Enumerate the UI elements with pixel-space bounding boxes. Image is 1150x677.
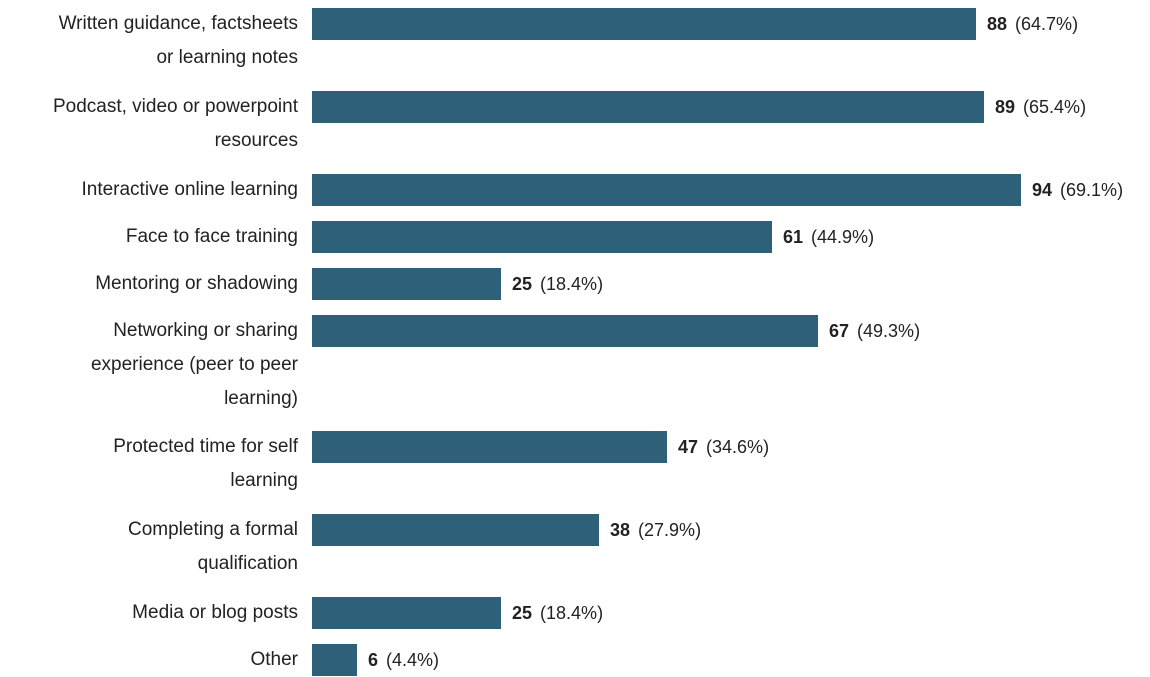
- value-percent: (49.3%): [857, 321, 921, 341]
- category-label: Mentoring or shadowing: [95, 273, 298, 294]
- category-label: qualification: [197, 553, 298, 574]
- bar: [312, 268, 501, 300]
- value-count: 6: [368, 650, 379, 670]
- category-label: or learning notes: [156, 47, 298, 68]
- category-label: Completing a formal: [127, 519, 298, 540]
- value-percent: (44.9%): [811, 227, 875, 247]
- bar: [312, 431, 667, 463]
- value-percent: (64.7%): [1015, 14, 1079, 34]
- value-label: 25 (18.4%): [512, 267, 603, 301]
- value-label: 94 (69.1%): [1032, 173, 1123, 207]
- category-label: Written guidance, factsheets: [58, 13, 298, 34]
- value-label: 38 (27.9%): [610, 513, 701, 547]
- value-label: 25 (18.4%): [512, 596, 603, 630]
- value-percent: (27.9%): [638, 520, 702, 540]
- value-label: 67 (49.3%): [829, 314, 920, 348]
- bar: [312, 91, 984, 123]
- value-percent: (34.6%): [706, 437, 770, 457]
- category-label: resources: [214, 130, 298, 151]
- category-label: experience (peer to peer: [90, 354, 298, 375]
- category-label: Other: [250, 649, 298, 670]
- value-count: 25: [512, 603, 533, 623]
- category-label: Media or blog posts: [132, 602, 298, 623]
- category-label: Face to face training: [125, 226, 298, 247]
- value-count: 94: [1032, 180, 1053, 200]
- category-label: Networking or sharing: [113, 320, 298, 341]
- value-label: 6 (4.4%): [368, 643, 439, 677]
- bar: [312, 174, 1021, 206]
- bar: [312, 644, 357, 676]
- value-percent: (18.4%): [540, 603, 604, 623]
- bar: [312, 8, 976, 40]
- value-count: 38: [610, 520, 631, 540]
- value-label: 88 (64.7%): [987, 7, 1078, 41]
- value-percent: (69.1%): [1060, 180, 1124, 200]
- value-percent: (18.4%): [540, 274, 604, 294]
- value-label: 61 (44.9%): [783, 220, 874, 254]
- value-count: 88: [987, 14, 1008, 34]
- bar: [312, 514, 599, 546]
- bar: [312, 221, 772, 253]
- bar: [312, 315, 818, 347]
- value-percent: (65.4%): [1023, 97, 1087, 117]
- bar: [312, 597, 501, 629]
- category-label: Interactive online learning: [81, 179, 298, 200]
- category-label: learning): [224, 388, 298, 409]
- value-count: 25: [512, 274, 533, 294]
- category-label: learning: [230, 470, 298, 491]
- value-count: 67: [829, 321, 850, 341]
- value-label: 89 (65.4%): [995, 90, 1086, 124]
- category-label: Protected time for self: [113, 436, 298, 457]
- value-count: 47: [678, 437, 699, 457]
- value-count: 61: [783, 227, 804, 247]
- category-label: Podcast, video or powerpoint: [52, 96, 298, 117]
- value-count: 89: [995, 97, 1016, 117]
- value-percent: (4.4%): [386, 650, 440, 670]
- value-label: 47 (34.6%): [678, 430, 769, 464]
